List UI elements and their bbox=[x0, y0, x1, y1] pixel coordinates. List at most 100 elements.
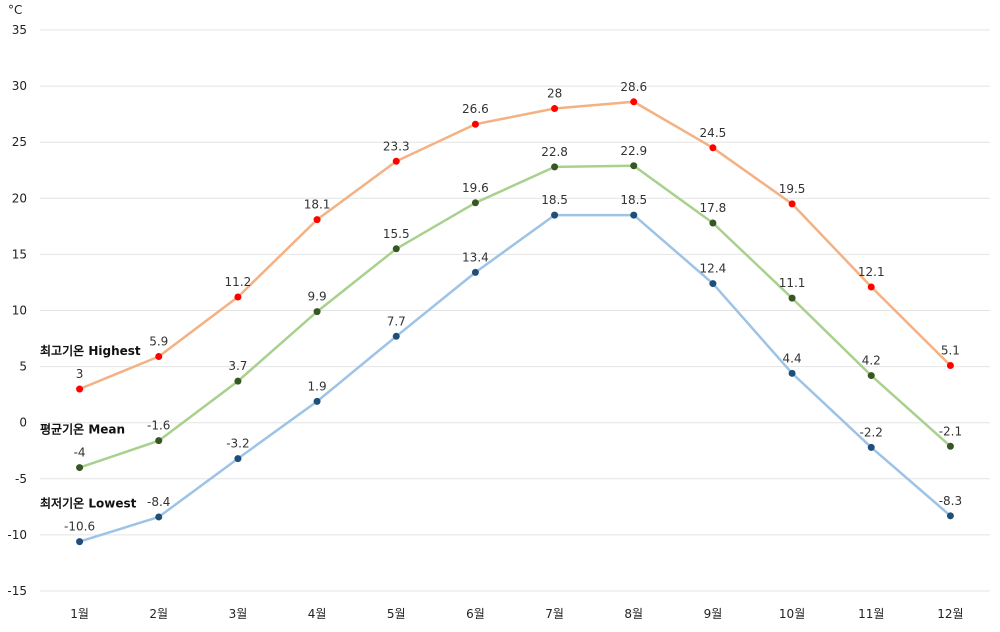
data-label: 19.6 bbox=[462, 181, 489, 195]
data-label: 5.1 bbox=[941, 343, 960, 357]
x-tick-label: 1월 bbox=[70, 607, 89, 621]
data-point bbox=[788, 369, 796, 377]
data-point bbox=[76, 464, 84, 472]
data-point bbox=[471, 120, 479, 128]
data-point bbox=[630, 162, 638, 170]
x-tick-label: 6월 bbox=[466, 607, 485, 621]
data-point bbox=[76, 538, 84, 546]
data-point bbox=[234, 377, 242, 385]
y-axis-unit-label: °C bbox=[8, 3, 22, 17]
data-label: 22.9 bbox=[620, 144, 647, 158]
data-point bbox=[313, 308, 321, 316]
data-label: 9.9 bbox=[308, 290, 327, 304]
data-point bbox=[313, 397, 321, 405]
data-label: 19.5 bbox=[779, 182, 806, 196]
data-point bbox=[867, 372, 875, 380]
data-point bbox=[392, 245, 400, 253]
data-point bbox=[630, 98, 638, 106]
data-label: 12.4 bbox=[700, 262, 727, 276]
data-label: 13.4 bbox=[462, 250, 489, 264]
data-label: -3.2 bbox=[226, 437, 249, 451]
data-label: 1.9 bbox=[308, 379, 327, 393]
data-label: 12.1 bbox=[858, 265, 885, 279]
y-tick-label: 15 bbox=[12, 247, 27, 261]
y-tick-label: 35 bbox=[12, 23, 27, 37]
data-point bbox=[551, 211, 559, 219]
y-axis-ticks: 35 30 25 20 15 10 5 0 -5 -10 -15 bbox=[7, 23, 27, 598]
data-point bbox=[234, 293, 242, 301]
x-tick-label: 12월 bbox=[937, 607, 963, 621]
data-label: 4.4 bbox=[783, 351, 802, 365]
data-point bbox=[709, 219, 717, 227]
series-3: -10.6 -8.4 -3.2 1.9 7.7 13.4 18.5 18.5 12.4 4.4 -2… bbox=[64, 193, 962, 546]
series-name-label: 최고기온 Highest bbox=[40, 343, 141, 358]
data-point bbox=[551, 105, 559, 113]
data-label: -8.3 bbox=[939, 494, 962, 508]
data-label: 3 bbox=[76, 367, 84, 381]
data-point bbox=[709, 280, 717, 288]
data-label: 3.7 bbox=[228, 359, 247, 373]
data-label: 22.8 bbox=[541, 145, 568, 159]
data-label: 28.6 bbox=[620, 80, 647, 94]
series-name-label: 최저기온 Lowest bbox=[40, 496, 137, 511]
y-tick-label: -10 bbox=[7, 528, 27, 542]
series-group: 3 5.9 11.2 18.1 23.3 26.6 28 28.6 24.5 19.5 12.1 5.… bbox=[64, 80, 962, 546]
x-tick-label: 8월 bbox=[624, 607, 643, 621]
data-point bbox=[155, 353, 163, 361]
data-label: 24.5 bbox=[700, 126, 727, 140]
data-label: 23.3 bbox=[383, 139, 410, 153]
series-name-label: 평균기온 Mean bbox=[40, 422, 125, 437]
data-point bbox=[471, 268, 479, 276]
data-point bbox=[867, 283, 875, 291]
y-tick-label: -5 bbox=[15, 472, 27, 486]
data-label: 15.5 bbox=[383, 227, 410, 241]
data-point bbox=[630, 211, 638, 219]
data-label: 28 bbox=[547, 87, 562, 101]
data-point bbox=[788, 294, 796, 302]
series-2: -4 -1.6 3.7 9.9 15.5 19.6 22.8 22.9 17.8 11.1 4.2 -… bbox=[74, 144, 962, 472]
data-label: 26.6 bbox=[462, 102, 489, 116]
x-tick-label: 7월 bbox=[545, 607, 564, 621]
data-point bbox=[155, 513, 163, 521]
data-label: 5.9 bbox=[149, 335, 168, 349]
series-line bbox=[79, 100, 952, 391]
data-point bbox=[313, 216, 321, 224]
data-label: -2.2 bbox=[860, 425, 883, 439]
y-tick-label: 10 bbox=[12, 304, 27, 318]
data-label: 4.2 bbox=[862, 354, 881, 368]
y-tick-label: 25 bbox=[12, 135, 27, 149]
x-axis-ticks: 1월 2월 3월 4월 5월 6월 7월 8월 9월 10월 11월 12월 bbox=[70, 607, 963, 621]
data-label: -8.4 bbox=[147, 495, 170, 509]
series-line bbox=[79, 164, 952, 469]
data-label: 11.2 bbox=[225, 275, 252, 289]
data-label: 17.8 bbox=[700, 201, 727, 215]
data-point bbox=[788, 200, 796, 208]
x-tick-label: 10월 bbox=[779, 607, 805, 621]
data-point bbox=[946, 442, 954, 450]
x-tick-label: 11월 bbox=[858, 607, 884, 621]
data-label: -4 bbox=[74, 446, 86, 460]
x-tick-label: 3월 bbox=[229, 607, 248, 621]
data-label: 18.1 bbox=[304, 198, 331, 212]
series-labels: 최고기온 Highest 평균기온 Mean 최저기온 Lowest bbox=[40, 343, 141, 511]
x-tick-label: 4월 bbox=[308, 607, 327, 621]
y-tick-label: 5 bbox=[19, 360, 27, 374]
data-label: -1.6 bbox=[147, 419, 170, 433]
x-tick-label: 9월 bbox=[704, 607, 723, 621]
series-line bbox=[79, 213, 952, 543]
data-point bbox=[155, 437, 163, 445]
data-label: 18.5 bbox=[541, 193, 568, 207]
data-point bbox=[709, 144, 717, 152]
y-tick-label: 20 bbox=[12, 191, 27, 205]
data-point bbox=[76, 385, 84, 393]
data-point bbox=[392, 332, 400, 340]
data-point bbox=[234, 455, 242, 463]
x-tick-label: 5월 bbox=[387, 607, 406, 621]
x-tick-label: 2월 bbox=[149, 607, 168, 621]
data-label: 18.5 bbox=[620, 193, 647, 207]
y-tick-label: 0 bbox=[19, 416, 27, 430]
gridlines bbox=[40, 29, 990, 592]
series-1: 3 5.9 11.2 18.1 23.3 26.6 28 28.6 24.5 19.5 12.1 5.… bbox=[76, 80, 960, 393]
data-point bbox=[392, 157, 400, 165]
